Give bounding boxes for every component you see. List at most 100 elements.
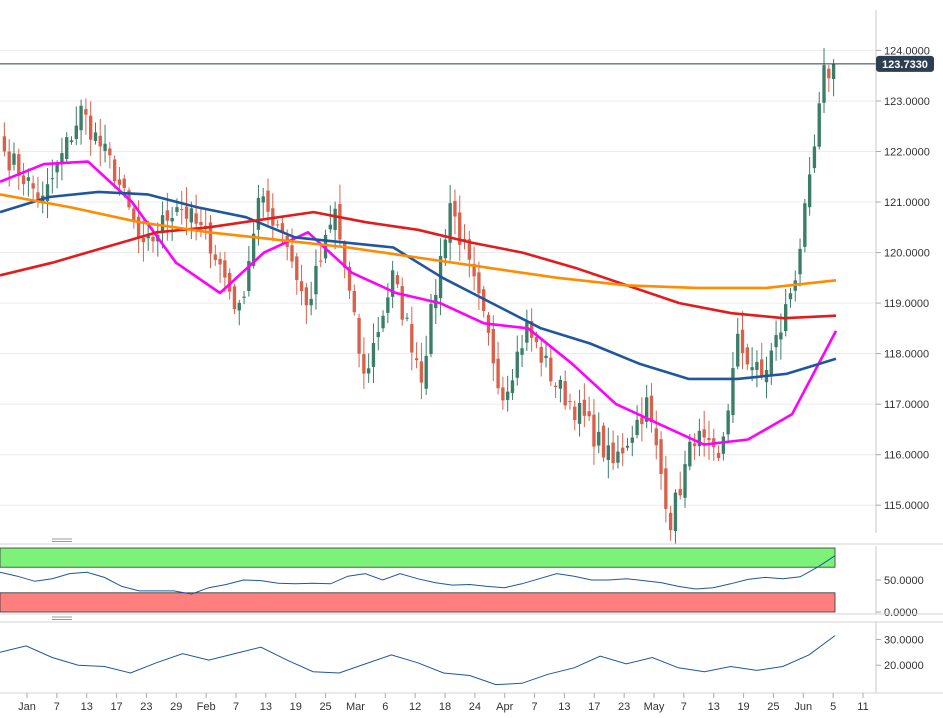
candle xyxy=(807,157,812,216)
last-price-badge: 123.7330 xyxy=(876,55,934,72)
candle xyxy=(108,142,112,169)
price-axis-ticks: 124.0000 123.0000 122.0000 121.0000 120.0000… xyxy=(876,45,930,512)
candle xyxy=(649,383,654,433)
adx-panel: 30.0000 20.0000 xyxy=(0,621,943,694)
adx-series xyxy=(0,635,836,686)
date-tick-label: 7 xyxy=(233,701,239,713)
candle xyxy=(26,168,31,197)
candle xyxy=(673,489,678,544)
moving-average-lines xyxy=(0,160,838,446)
candle xyxy=(472,246,476,291)
date-tick-label: May xyxy=(644,701,665,713)
candle xyxy=(352,284,356,316)
adx-tick-label: 20.0000 xyxy=(884,660,924,672)
candle xyxy=(88,101,93,156)
candle xyxy=(625,437,630,451)
candle xyxy=(621,433,625,467)
candle xyxy=(707,420,711,461)
candle xyxy=(319,243,323,268)
candle xyxy=(798,238,802,287)
candle xyxy=(822,48,826,114)
date-tick-label: 13 xyxy=(260,701,272,713)
rsi-line xyxy=(0,555,836,595)
candle xyxy=(112,155,117,189)
candle xyxy=(668,505,673,541)
candle xyxy=(69,136,74,145)
candle xyxy=(242,291,246,305)
candle xyxy=(448,184,452,261)
candle xyxy=(520,334,524,368)
candle xyxy=(84,98,88,135)
price-tick-label: 118.0000 xyxy=(884,349,929,361)
adx-axis-ticks: 30.0000 20.0000 xyxy=(876,634,924,672)
candle xyxy=(458,195,462,261)
candle xyxy=(74,106,78,145)
candle xyxy=(266,178,270,225)
candle xyxy=(328,205,333,233)
pane-resize-handle[interactable] xyxy=(52,538,72,542)
candle xyxy=(477,261,481,310)
candle xyxy=(65,132,69,163)
candle xyxy=(525,309,529,351)
candle xyxy=(371,323,376,384)
pane-resize-handle[interactable] xyxy=(52,616,72,620)
candle xyxy=(501,376,505,410)
date-tick-label: 13 xyxy=(81,701,93,713)
candle xyxy=(491,315,495,381)
candle xyxy=(218,252,222,283)
candle xyxy=(314,249,318,310)
rsi-tick-label: 50.0000 xyxy=(884,575,924,587)
candle xyxy=(45,168,50,219)
candle xyxy=(93,122,98,145)
candle xyxy=(338,184,342,247)
date-tick-label: 7 xyxy=(54,701,60,713)
candle xyxy=(812,134,817,173)
candle xyxy=(721,431,726,461)
candle xyxy=(779,313,783,360)
candle xyxy=(55,160,59,189)
candle xyxy=(98,119,102,167)
candle xyxy=(184,187,189,236)
candle xyxy=(654,410,658,460)
date-tick-label: 6 xyxy=(382,701,388,713)
candle xyxy=(453,189,457,235)
price-tick-label: 116.0000 xyxy=(884,450,929,462)
candle xyxy=(405,313,409,322)
candle xyxy=(544,341,548,368)
candle xyxy=(395,271,400,289)
rsi-tick-label: 0.0000 xyxy=(884,607,918,619)
candle xyxy=(21,163,26,196)
date-axis: Jan 7 13 17 23 29 Feb 7 13 19 25 Mar 6 12 18 24 Apr 7 13 17… xyxy=(18,693,869,713)
rsi-axis-ticks: 50.0000 0.0000 xyxy=(876,575,924,619)
candle xyxy=(817,91,821,150)
candle xyxy=(697,418,702,457)
candle xyxy=(419,342,424,400)
candle xyxy=(505,375,510,412)
candle xyxy=(304,282,309,325)
candle xyxy=(688,434,692,471)
date-tick-label: 13 xyxy=(708,701,720,713)
candle xyxy=(208,215,213,269)
date-tick-label: 17 xyxy=(110,701,122,713)
candle xyxy=(31,175,35,201)
price-tick-label: 115.0000 xyxy=(884,500,929,512)
candle xyxy=(611,430,615,470)
candle xyxy=(232,283,237,315)
candle xyxy=(424,335,428,395)
candle xyxy=(414,342,419,369)
candle xyxy=(256,184,261,246)
oversold-zone xyxy=(0,592,836,613)
date-tick-label: 24 xyxy=(469,701,481,713)
candle xyxy=(587,396,591,421)
candle xyxy=(769,342,773,385)
moving-average-line xyxy=(0,190,837,381)
candle xyxy=(429,293,433,358)
candle xyxy=(558,375,563,403)
candle xyxy=(103,124,107,163)
moving-average-line xyxy=(0,210,837,320)
date-tick-label: 25 xyxy=(319,701,331,713)
moving-average-line xyxy=(0,193,837,290)
price-tick-label: 122.0000 xyxy=(884,146,930,158)
candle xyxy=(12,142,16,171)
candle xyxy=(630,425,634,457)
